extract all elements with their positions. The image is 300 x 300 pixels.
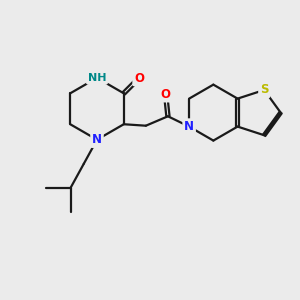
Text: S: S	[260, 83, 268, 97]
Text: NH: NH	[88, 73, 106, 83]
Text: O: O	[134, 71, 144, 85]
Text: O: O	[160, 88, 171, 101]
Text: N: N	[92, 133, 102, 146]
Text: N: N	[184, 120, 194, 133]
